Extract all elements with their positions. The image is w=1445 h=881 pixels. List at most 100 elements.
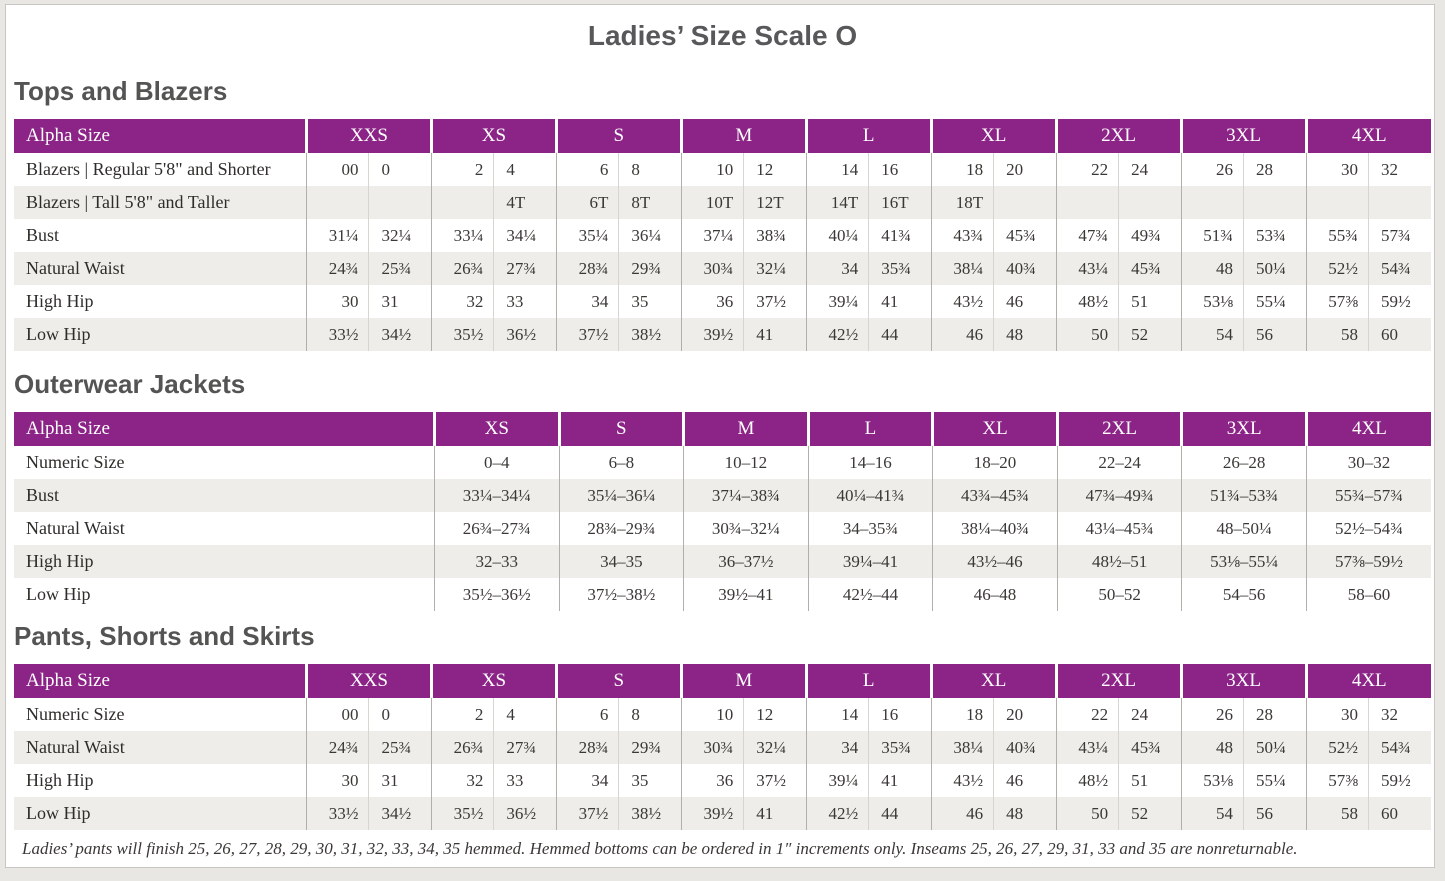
size-value: 26¾ xyxy=(430,731,494,764)
size-value: 36¼ xyxy=(618,219,682,252)
size-value: 12 xyxy=(743,153,807,186)
row-label: Low Hip xyxy=(26,584,91,604)
size-header-xs: XS xyxy=(429,119,557,153)
size-value: 10T xyxy=(680,186,744,219)
hemming-footnote: Ladies’ pants will finish 25, 26, 27, 28… xyxy=(22,839,1298,858)
table-row: Natural Waist 24¾ 25¾ 26¾ 27¾ 28¾ 29¾ 30¾ 32¼ 34 3… xyxy=(14,731,1431,764)
table-row: Bust 33¼–34¼ 35¼–36¼ 37¼–38¾ 40¼–41¾ 43¾–45¾ 4… xyxy=(14,479,1431,512)
size-value: 49¾ xyxy=(1118,219,1182,252)
size-value: 30 xyxy=(305,285,369,318)
size-value: 55¼ xyxy=(1243,285,1306,318)
size-value: 58 xyxy=(1305,797,1369,830)
size-value: 26 xyxy=(1180,153,1244,186)
size-value: 57¾ xyxy=(1367,219,1431,252)
table-row: Blazers | Regular 5'8" and Shorter 00 0 2 4 6… xyxy=(14,153,1431,186)
size-value: 34 xyxy=(805,731,869,764)
size-value: 48–50¼ xyxy=(1181,512,1307,545)
size-value: 26¾–27¾ xyxy=(434,512,560,545)
size-value: 53⅛ xyxy=(1180,764,1244,797)
size-value: 39½ xyxy=(680,797,744,830)
size-value: 18 xyxy=(930,698,994,731)
size-value: 20 xyxy=(993,153,1057,186)
size-header-2xl: 2XL xyxy=(1054,664,1182,698)
size-value xyxy=(1055,186,1119,219)
size-value xyxy=(993,186,1057,219)
size-value xyxy=(1118,186,1182,219)
size-value: 53⅛–55¼ xyxy=(1181,545,1307,578)
size-value: 50¼ xyxy=(1243,252,1306,285)
size-value: 52 xyxy=(1118,318,1182,351)
size-value: 26–28 xyxy=(1181,446,1307,479)
size-value: 52½ xyxy=(1305,252,1369,285)
row-label: High Hip xyxy=(26,291,94,311)
size-value: 41 xyxy=(743,318,807,351)
size-value: 54–56 xyxy=(1181,578,1307,611)
size-header-2xl: 2XL xyxy=(1054,119,1182,153)
size-value: 0 xyxy=(368,153,432,186)
size-value: 26¾ xyxy=(430,252,494,285)
size-value: 39¼–41 xyxy=(807,545,933,578)
size-value: 6 xyxy=(555,153,619,186)
size-value: 32 xyxy=(430,764,494,797)
size-value: 52½–54¾ xyxy=(1305,512,1431,545)
size-value: 48½ xyxy=(1055,285,1119,318)
size-value: 35½ xyxy=(430,797,494,830)
size-value: 56 xyxy=(1243,318,1306,351)
size-value: 32 xyxy=(1367,153,1431,186)
size-value: 4 xyxy=(493,153,557,186)
size-value: 43½ xyxy=(930,764,994,797)
size-value: 40¾ xyxy=(993,252,1057,285)
table-row: Low Hip 33½ 34½ 35½ 36½ 37½ 38½ 39½ 41 42½ 44 46 48 5… xyxy=(14,318,1431,351)
size-header-4xl: 4XL xyxy=(1304,664,1431,698)
size-value: 0–4 xyxy=(434,446,560,479)
size-header-3xl: 3XL xyxy=(1179,119,1306,153)
size-header-l: L xyxy=(804,664,932,698)
size-header-xl: XL xyxy=(929,119,1057,153)
size-value: 6–8 xyxy=(558,446,684,479)
size-header-l: L xyxy=(804,119,932,153)
size-value: 42½ xyxy=(805,318,869,351)
size-value: 32 xyxy=(430,285,494,318)
size-value: 59½ xyxy=(1367,285,1431,318)
size-value: 30¾ xyxy=(680,731,744,764)
size-value: 34 xyxy=(555,764,619,797)
row-label: Natural Waist xyxy=(26,518,125,538)
size-value: 43¼ xyxy=(1055,731,1119,764)
size-value xyxy=(1367,186,1431,219)
size-value: 22 xyxy=(1055,153,1119,186)
size-value: 27¾ xyxy=(493,252,557,285)
size-value: 8T xyxy=(618,186,682,219)
size-value: 57⅜ xyxy=(1305,285,1369,318)
size-value: 28¾ xyxy=(555,731,619,764)
size-header-m: M xyxy=(682,412,809,446)
size-value: 38¾ xyxy=(743,219,807,252)
size-value: 54¾ xyxy=(1367,731,1431,764)
size-value: 35¼ xyxy=(555,219,619,252)
table-row: High Hip 30 31 32 33 34 35 36 37½ 39¼ 41 43½ 46 48½ 51… xyxy=(14,285,1431,318)
size-value: 43¾–45¾ xyxy=(932,479,1058,512)
size-header-xs: XS xyxy=(429,664,557,698)
size-value: 58–60 xyxy=(1305,578,1431,611)
size-value xyxy=(1243,186,1306,219)
size-value: 30 xyxy=(1305,153,1369,186)
table-row: Bust 31¼ 32¼ 33¼ 34¼ 35¼ 36¼ 37¼ 38¾ 40¼ 41¾ 43¾ 45¾… xyxy=(14,219,1431,252)
size-value: 30¾–32¼ xyxy=(683,512,809,545)
size-value xyxy=(368,186,432,219)
size-value: 29¾ xyxy=(618,731,682,764)
size-value: 41 xyxy=(868,285,932,318)
size-value: 10 xyxy=(680,153,744,186)
size-value: 28¾ xyxy=(555,252,619,285)
size-value: 2 xyxy=(430,698,494,731)
size-header-3xl: 3XL xyxy=(1180,412,1307,446)
size-header-xxs: XXS xyxy=(305,664,432,698)
size-value: 16 xyxy=(868,153,932,186)
size-value: 36 xyxy=(680,764,744,797)
size-value: 37¼–38¾ xyxy=(683,479,809,512)
size-value: 52½ xyxy=(1305,731,1369,764)
size-value: 36½ xyxy=(493,318,557,351)
size-value: 32¼ xyxy=(743,252,807,285)
size-header-4xl: 4XL xyxy=(1304,412,1431,446)
size-header-2xl: 2XL xyxy=(1055,412,1182,446)
size-value: 10–12 xyxy=(683,446,809,479)
size-value: 34 xyxy=(805,252,869,285)
